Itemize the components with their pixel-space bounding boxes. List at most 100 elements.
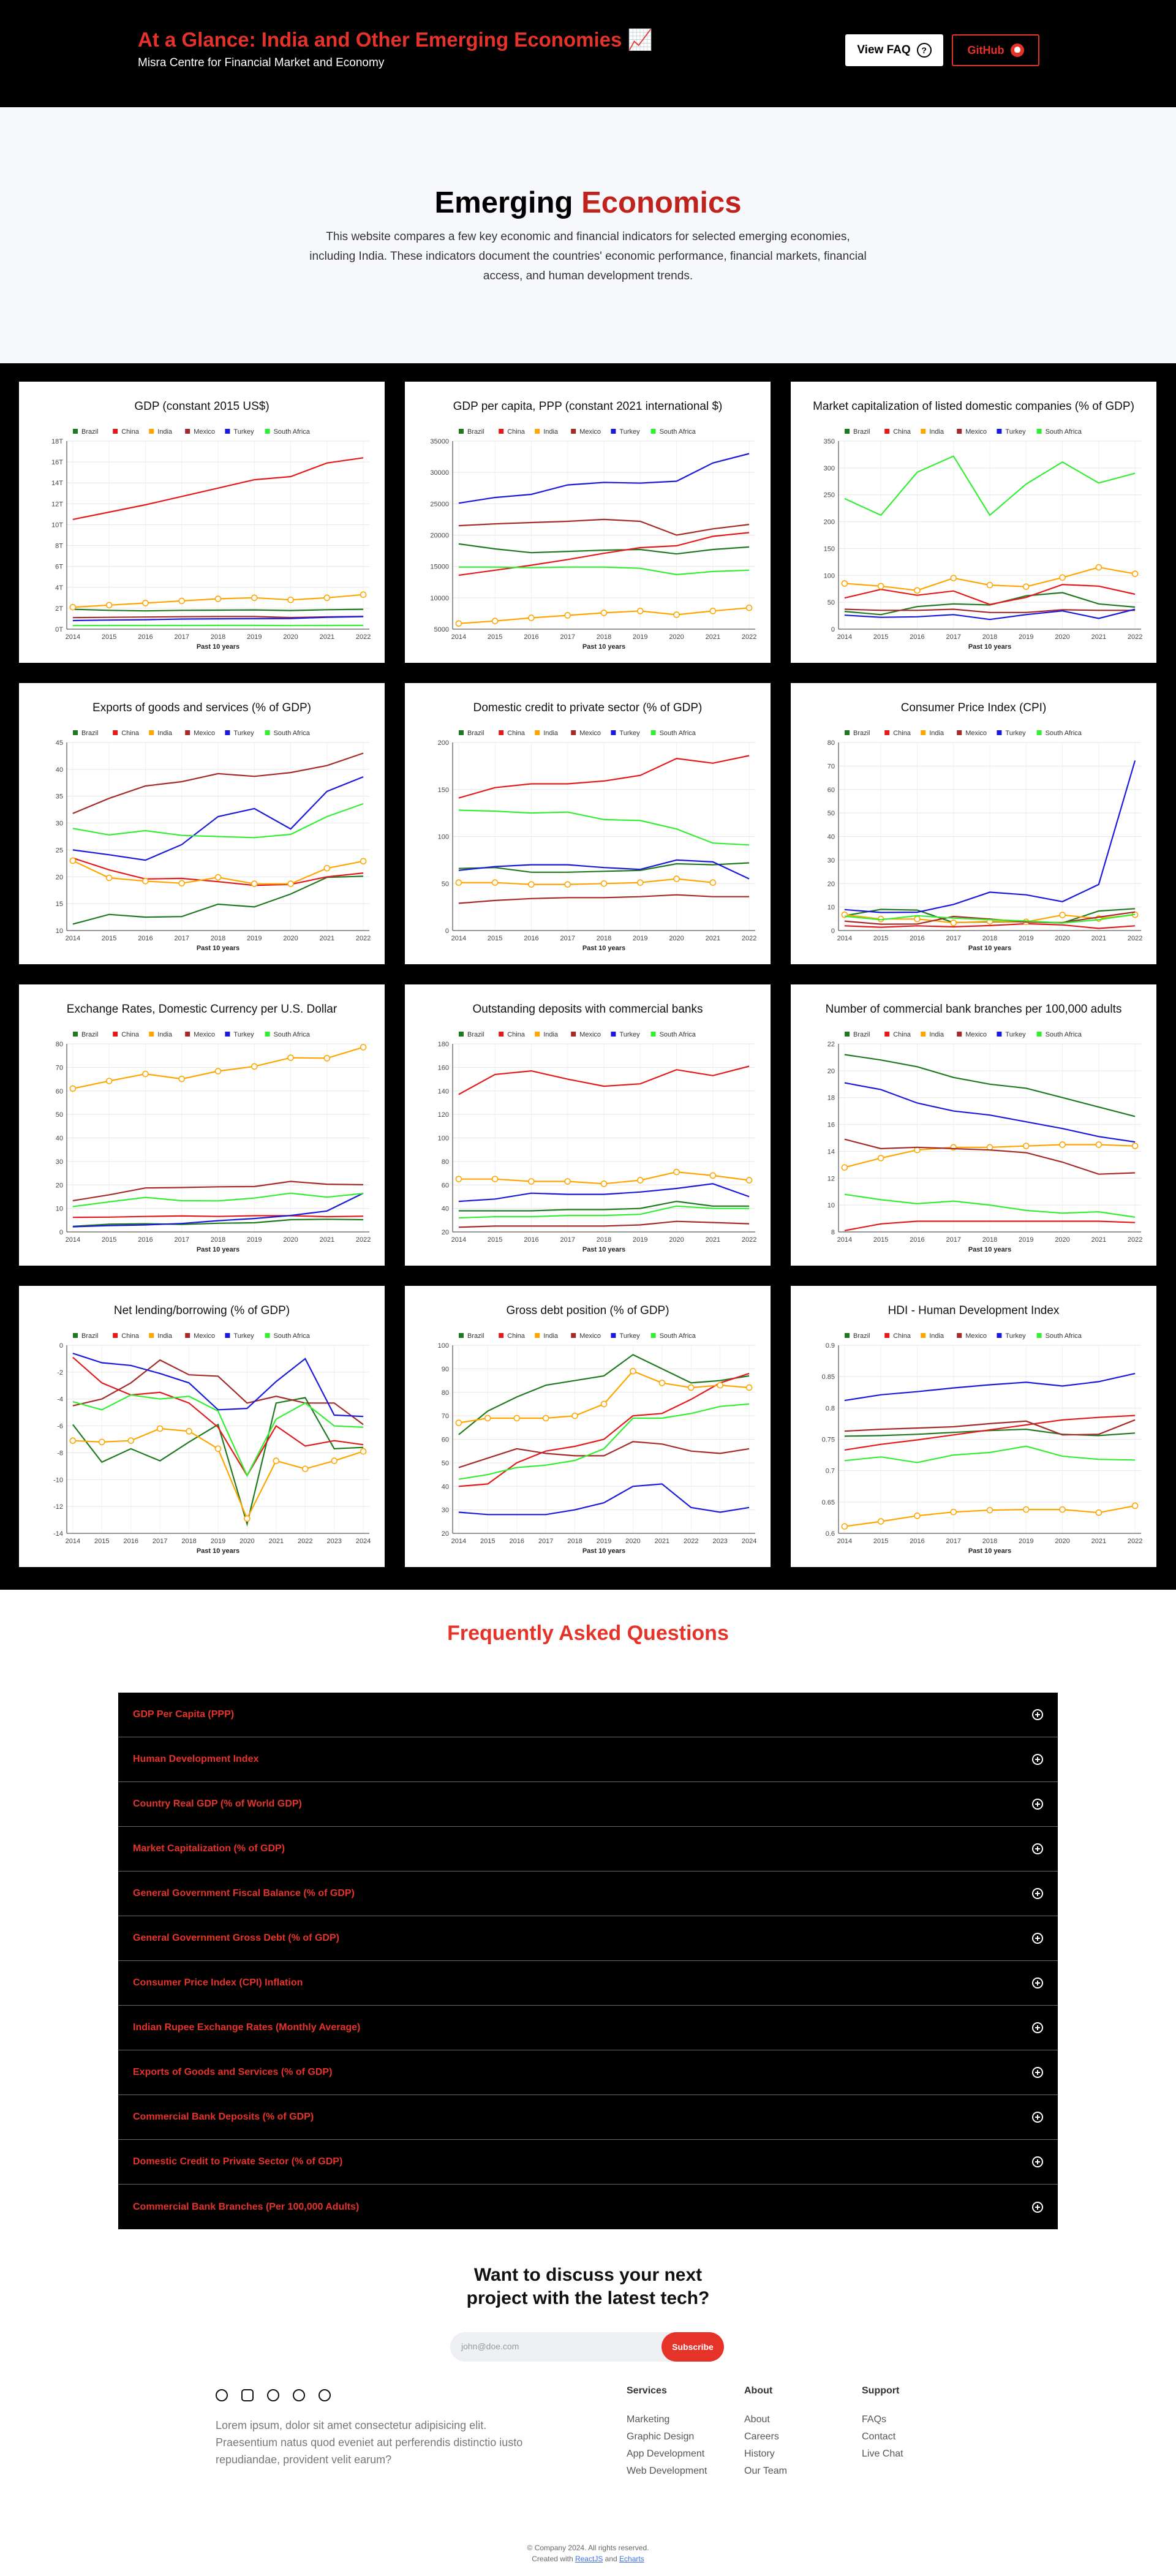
series-line[interactable]: [458, 518, 750, 536]
github-button[interactable]: GitHub: [952, 34, 1039, 66]
legend-item[interactable]: China: [499, 1332, 526, 1340]
legend-item[interactable]: Mexico: [571, 730, 601, 737]
faq-item[interactable]: Market Capitalization (% of GDP): [118, 1827, 1058, 1872]
legend-item[interactable]: Brazil: [73, 1031, 99, 1038]
data-point[interactable]: [571, 1412, 578, 1419]
data-point[interactable]: [455, 620, 462, 627]
legend-item[interactable]: South Africa: [265, 428, 311, 436]
legend-item[interactable]: Brazil: [459, 1031, 484, 1038]
data-point[interactable]: [673, 611, 680, 618]
data-point[interactable]: [877, 1155, 884, 1161]
legend-item[interactable]: Turkey: [611, 730, 640, 737]
data-point[interactable]: [287, 596, 294, 603]
data-point[interactable]: [360, 858, 367, 865]
reactjs-link[interactable]: ReactJS: [575, 2555, 603, 2563]
data-point[interactable]: [986, 581, 993, 589]
data-point[interactable]: [709, 608, 717, 614]
series-line[interactable]: [458, 532, 750, 576]
legend-item[interactable]: India: [535, 428, 559, 436]
legend-item[interactable]: South Africa: [265, 730, 311, 737]
legend-item[interactable]: China: [499, 428, 526, 436]
series-line[interactable]: [72, 608, 364, 612]
plus-circle-icon[interactable]: [1032, 1977, 1043, 1989]
data-point[interactable]: [273, 1457, 280, 1464]
legend-item[interactable]: Mexico: [571, 1031, 601, 1038]
data-point[interactable]: [673, 875, 680, 882]
legend-item[interactable]: Turkey: [225, 1332, 254, 1340]
legend-item[interactable]: Turkey: [611, 1031, 640, 1038]
legend-item[interactable]: India: [149, 428, 173, 436]
data-point[interactable]: [1131, 570, 1139, 577]
instagram-icon[interactable]: [241, 2389, 254, 2401]
data-point[interactable]: [323, 594, 331, 602]
data-point[interactable]: [1059, 574, 1066, 581]
series-line[interactable]: [458, 1441, 750, 1468]
plus-circle-icon[interactable]: [1032, 2067, 1043, 2078]
legend-item[interactable]: China: [499, 730, 526, 737]
legend-item[interactable]: China: [113, 1332, 140, 1340]
legend-item[interactable]: Mexico: [185, 1031, 215, 1038]
data-point[interactable]: [455, 1419, 462, 1426]
legend-item[interactable]: China: [884, 1332, 911, 1340]
twitter-icon[interactable]: [267, 2389, 279, 2401]
data-point[interactable]: [636, 1177, 644, 1184]
data-point[interactable]: [542, 1415, 549, 1422]
legend-item[interactable]: South Africa: [1036, 1031, 1082, 1038]
legend-item[interactable]: South Africa: [1036, 1332, 1082, 1340]
legend-item[interactable]: India: [149, 1031, 173, 1038]
plus-circle-icon[interactable]: [1032, 1843, 1043, 1854]
series-line[interactable]: [72, 803, 364, 839]
data-point[interactable]: [877, 583, 884, 590]
faq-item[interactable]: General Government Fiscal Balance (% of …: [118, 1872, 1058, 1916]
data-point[interactable]: [251, 594, 258, 602]
series-line[interactable]: [458, 894, 750, 904]
faq-item[interactable]: Commercial Bank Branches (Per 100,000 Ad…: [118, 2185, 1058, 2229]
series-line[interactable]: [844, 584, 1136, 605]
data-point[interactable]: [709, 879, 717, 886]
footer-link[interactable]: History: [744, 2449, 775, 2459]
data-point[interactable]: [178, 597, 186, 605]
legend-item[interactable]: Mexico: [185, 428, 215, 436]
legend-item[interactable]: South Africa: [650, 1332, 696, 1340]
data-point[interactable]: [528, 881, 535, 888]
legend-item[interactable]: China: [884, 1031, 911, 1038]
legend-item[interactable]: Brazil: [459, 730, 484, 737]
series-line[interactable]: [72, 1218, 364, 1227]
legend-item[interactable]: South Africa: [265, 1332, 311, 1340]
series-line[interactable]: [72, 616, 364, 622]
legend-item[interactable]: India: [921, 1332, 944, 1340]
data-point[interactable]: [455, 879, 462, 886]
data-point[interactable]: [142, 1070, 149, 1078]
data-point[interactable]: [156, 1425, 164, 1432]
plus-circle-icon[interactable]: [1032, 2112, 1043, 2123]
data-point[interactable]: [630, 1367, 636, 1375]
plus-circle-icon[interactable]: [1032, 1799, 1043, 1810]
data-point[interactable]: [1022, 1143, 1030, 1149]
faq-item[interactable]: Indian Rupee Exchange Rates (Monthly Ave…: [118, 2006, 1058, 2050]
data-point[interactable]: [287, 1054, 294, 1061]
data-point[interactable]: [69, 1437, 77, 1444]
legend-item[interactable]: Turkey: [997, 1031, 1026, 1038]
faq-item[interactable]: Commercial Bank Deposits (% of GDP): [118, 2095, 1058, 2140]
legend-item[interactable]: Turkey: [611, 1332, 640, 1340]
legend-item[interactable]: South Africa: [650, 730, 696, 737]
series-line[interactable]: [844, 1220, 1136, 1231]
faq-item[interactable]: General Government Gross Debt (% of GDP): [118, 1916, 1058, 1961]
series-line[interactable]: [458, 1403, 750, 1480]
data-point[interactable]: [914, 587, 921, 594]
data-point[interactable]: [331, 1457, 337, 1464]
data-point[interactable]: [600, 1400, 608, 1408]
plus-circle-icon[interactable]: [1032, 2022, 1043, 2033]
legend-item[interactable]: China: [113, 1031, 140, 1038]
legend-item[interactable]: Mexico: [571, 428, 601, 436]
footer-link[interactable]: Our Team: [744, 2466, 787, 2476]
series-line[interactable]: [844, 608, 1136, 613]
data-point[interactable]: [636, 879, 644, 886]
data-point[interactable]: [323, 864, 331, 872]
data-point[interactable]: [914, 1513, 921, 1519]
series-line[interactable]: [458, 1065, 750, 1095]
subscribe-button[interactable]: Subscribe: [662, 2332, 724, 2362]
series-line[interactable]: [458, 1483, 750, 1516]
data-point[interactable]: [244, 1515, 251, 1522]
legend-item[interactable]: India: [535, 1332, 559, 1340]
